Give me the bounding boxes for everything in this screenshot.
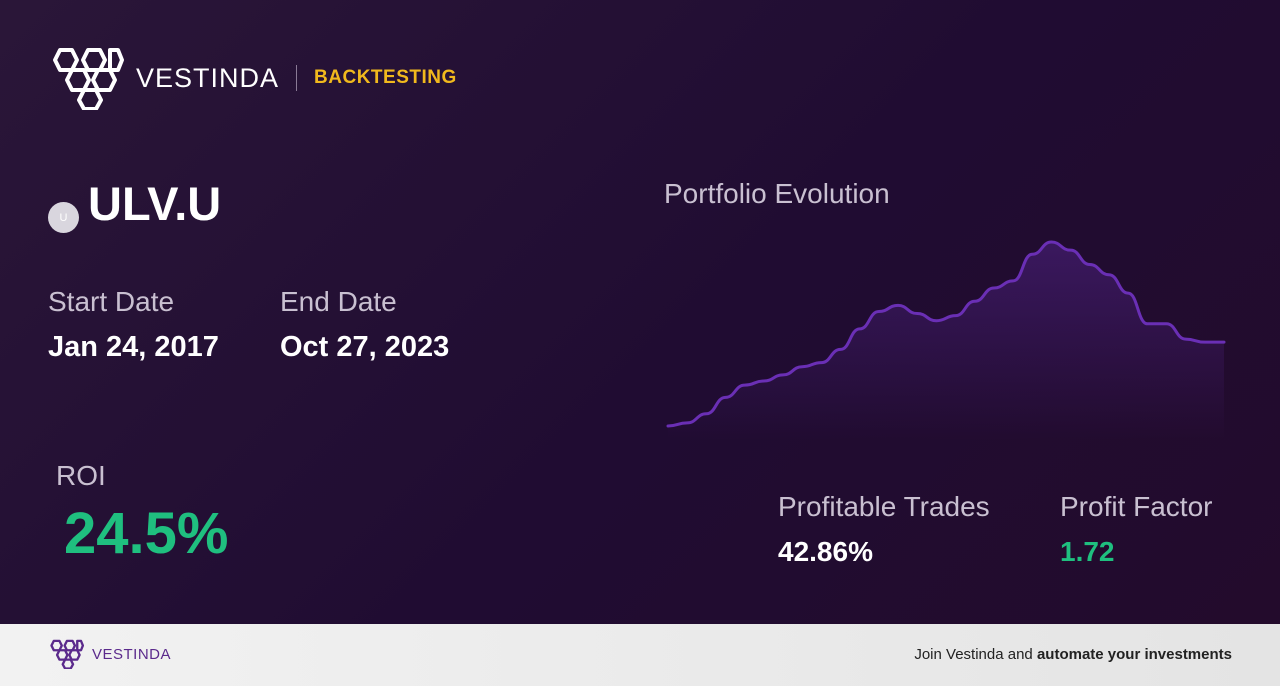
footer-logo[interactable]: VESTINDA [48, 639, 171, 669]
footer-cta-bold: automate your investments [1036, 646, 1232, 663]
vestinda-logo[interactable]: VESTINDA BACKTESTING [48, 46, 457, 110]
profit-factor-label: Profit Factor [1060, 491, 1213, 522]
vestinda-hexagon-logo-icon [53, 48, 124, 110]
profitable-trades-value: 42.86% [778, 536, 873, 567]
roi-label: ROI [56, 460, 106, 491]
chart-title: Portfolio Evolution [664, 178, 890, 209]
footer-bar: VESTINDA Join Vestinda and automate your… [0, 624, 1280, 686]
product-label: BACKTESTING [314, 67, 457, 88]
chart-area-fill [668, 242, 1224, 440]
profit-factor-value: 1.72 [1060, 536, 1115, 567]
ticker-logo-icon: U [48, 202, 79, 233]
end-date-label: End Date [280, 286, 397, 317]
header-divider [296, 65, 298, 91]
profitable-trades-label: Profitable Trades [778, 491, 990, 522]
start-date-label: Start Date [48, 286, 175, 317]
start-date-value: Jan 24, 2017 [48, 331, 219, 363]
brand-name: VESTINDA [136, 62, 280, 93]
end-date-value: Oct 27, 2023 [280, 331, 450, 363]
roi-value: 24.5% [64, 501, 229, 566]
footer-hexagon-logo-icon [50, 639, 84, 669]
footer-brand-name: VESTINDA [92, 645, 172, 663]
footer-cta-prefix: Join Vestinda and [914, 646, 1037, 663]
portfolio-evolution-chart [666, 240, 1226, 440]
ticker-symbol: ULV.U [88, 177, 222, 230]
chart-series-line [666, 240, 1226, 428]
backtest-card: VESTINDA BACKTESTING U ULV.U Start Date … [0, 0, 1280, 624]
footer-cta[interactable]: Join Vestinda and automate your investme… [914, 646, 1232, 663]
ticker-icon-letter: U [59, 211, 68, 224]
